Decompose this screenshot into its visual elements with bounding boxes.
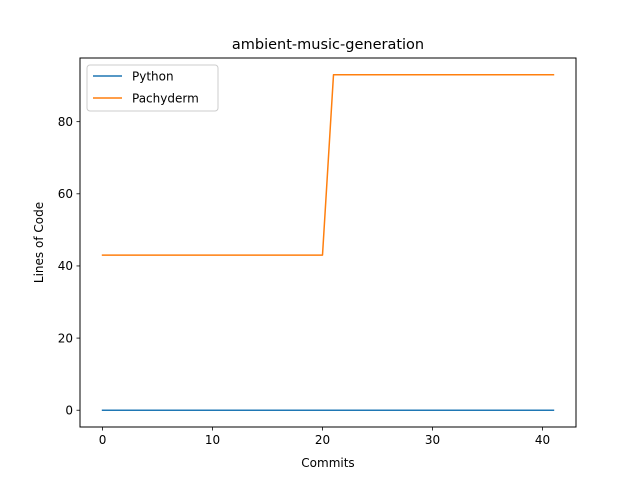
y-tick-label: 80 — [58, 115, 73, 129]
x-tick-label: 30 — [425, 433, 440, 447]
y-tick-label: 20 — [58, 331, 73, 345]
x-axis-label: Commits — [301, 456, 354, 470]
legend: Python Pachyderm — [86, 64, 219, 112]
x-tick-label: 0 — [99, 433, 107, 447]
y-tick-label: 0 — [65, 404, 73, 418]
series-line-pachyderm — [101, 74, 555, 256]
x-tick-label: 10 — [205, 433, 220, 447]
plot-frame — [79, 57, 577, 428]
chart-title: ambient-music-generation — [232, 37, 424, 53]
legend-label-pachyderm: Pachyderm — [132, 91, 199, 105]
plot-area — [101, 74, 555, 411]
axis-ticks: 0 10 20 30 40 0 20 40 60 80 — [58, 115, 550, 447]
y-tick-label: 40 — [58, 259, 73, 273]
y-tick-label: 60 — [58, 187, 73, 201]
legend-label-python: Python — [132, 69, 174, 83]
x-tick-label: 20 — [315, 433, 330, 447]
x-tick-label: 40 — [535, 433, 550, 447]
y-axis-label: Lines of Code — [32, 202, 46, 283]
